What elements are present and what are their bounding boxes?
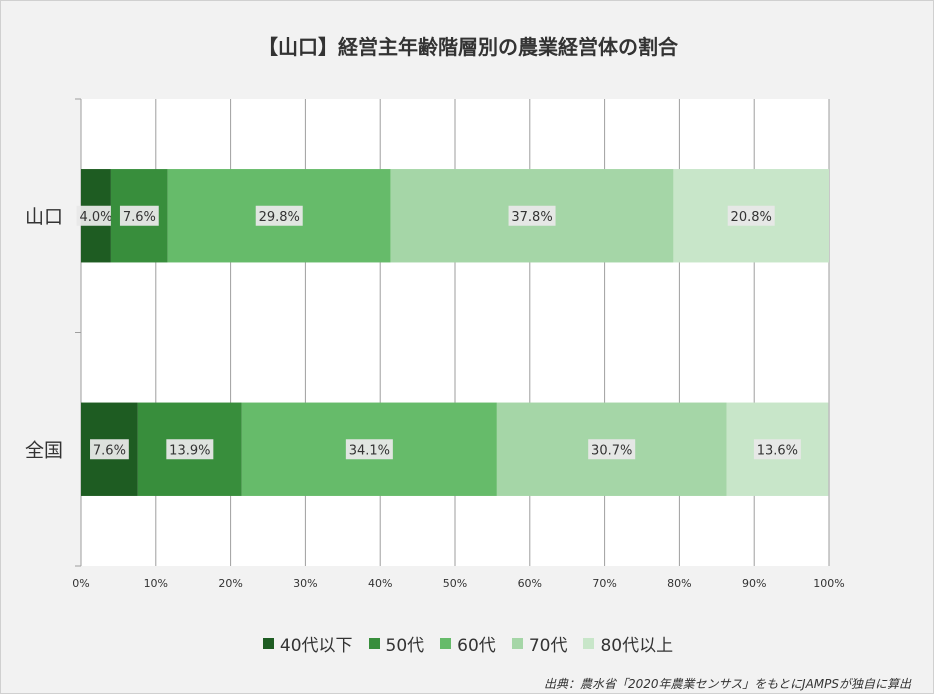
source-note: 出典：農水省「2020年農業センサス」をもとにJAMPSが独自に算出 (543, 677, 911, 691)
x-tick-label: 90% (742, 577, 766, 590)
category-label: 全国 (25, 439, 63, 461)
x-tick-label: 20% (218, 577, 242, 590)
data-label: 13.6% (757, 443, 798, 458)
legend-swatch (511, 638, 523, 649)
data-label-box (345, 439, 393, 460)
x-tick-label: 80% (667, 577, 691, 590)
data-label-box (255, 205, 303, 226)
data-label: 20.8% (731, 210, 772, 225)
legend: 40代以下 50代 60代 70代 80代以上 (1, 631, 934, 656)
category-label: 山口 (25, 206, 63, 228)
x-tick-label: 100% (813, 577, 844, 590)
legend-label: 80代以上 (600, 636, 674, 656)
data-label: 4.0% (79, 210, 112, 225)
legend-item: 70代 (511, 631, 568, 656)
legend-swatch (262, 638, 274, 649)
chart-title: 【山口】経営主年齢階層別の農業経営体の割合 (258, 35, 678, 59)
legend-label: 50代 (385, 636, 425, 656)
data-label-box (508, 205, 556, 226)
legend-swatch (440, 638, 452, 649)
x-tick-label: 70% (592, 577, 616, 590)
data-label: 29.8% (259, 210, 300, 225)
data-label-box (166, 439, 214, 460)
legend-label: 70代 (528, 636, 568, 656)
data-label-box (90, 439, 129, 460)
x-tick-label: 30% (293, 577, 317, 590)
x-tick-label: 50% (443, 577, 467, 590)
legend-item: 80代以上 (583, 631, 673, 656)
data-label: 13.9% (169, 443, 210, 458)
data-label: 34.1% (349, 443, 390, 458)
legend-swatch (368, 638, 380, 649)
legend-label: 40代以下 (279, 636, 353, 656)
legend-item: 40代以下 (262, 631, 353, 656)
x-tick-label: 0% (72, 577, 89, 590)
data-label: 30.7% (591, 443, 632, 458)
data-label-box (588, 439, 636, 460)
legend-label: 60代 (457, 636, 496, 656)
data-label-box (119, 205, 159, 226)
legend-item: 50代 (368, 631, 425, 656)
x-tick-label: 60% (518, 577, 542, 590)
legend-item: 60代 (440, 631, 496, 656)
x-tick-label: 40% (368, 577, 392, 590)
legend-swatch (583, 638, 595, 649)
data-label: 37.8% (511, 210, 552, 225)
x-tick-label: 10% (144, 577, 168, 590)
data-label-box (727, 205, 775, 226)
data-label-box (76, 205, 116, 226)
data-label-box (753, 439, 801, 460)
data-label: 7.6% (93, 443, 126, 458)
data-label: 7.6% (123, 210, 156, 225)
